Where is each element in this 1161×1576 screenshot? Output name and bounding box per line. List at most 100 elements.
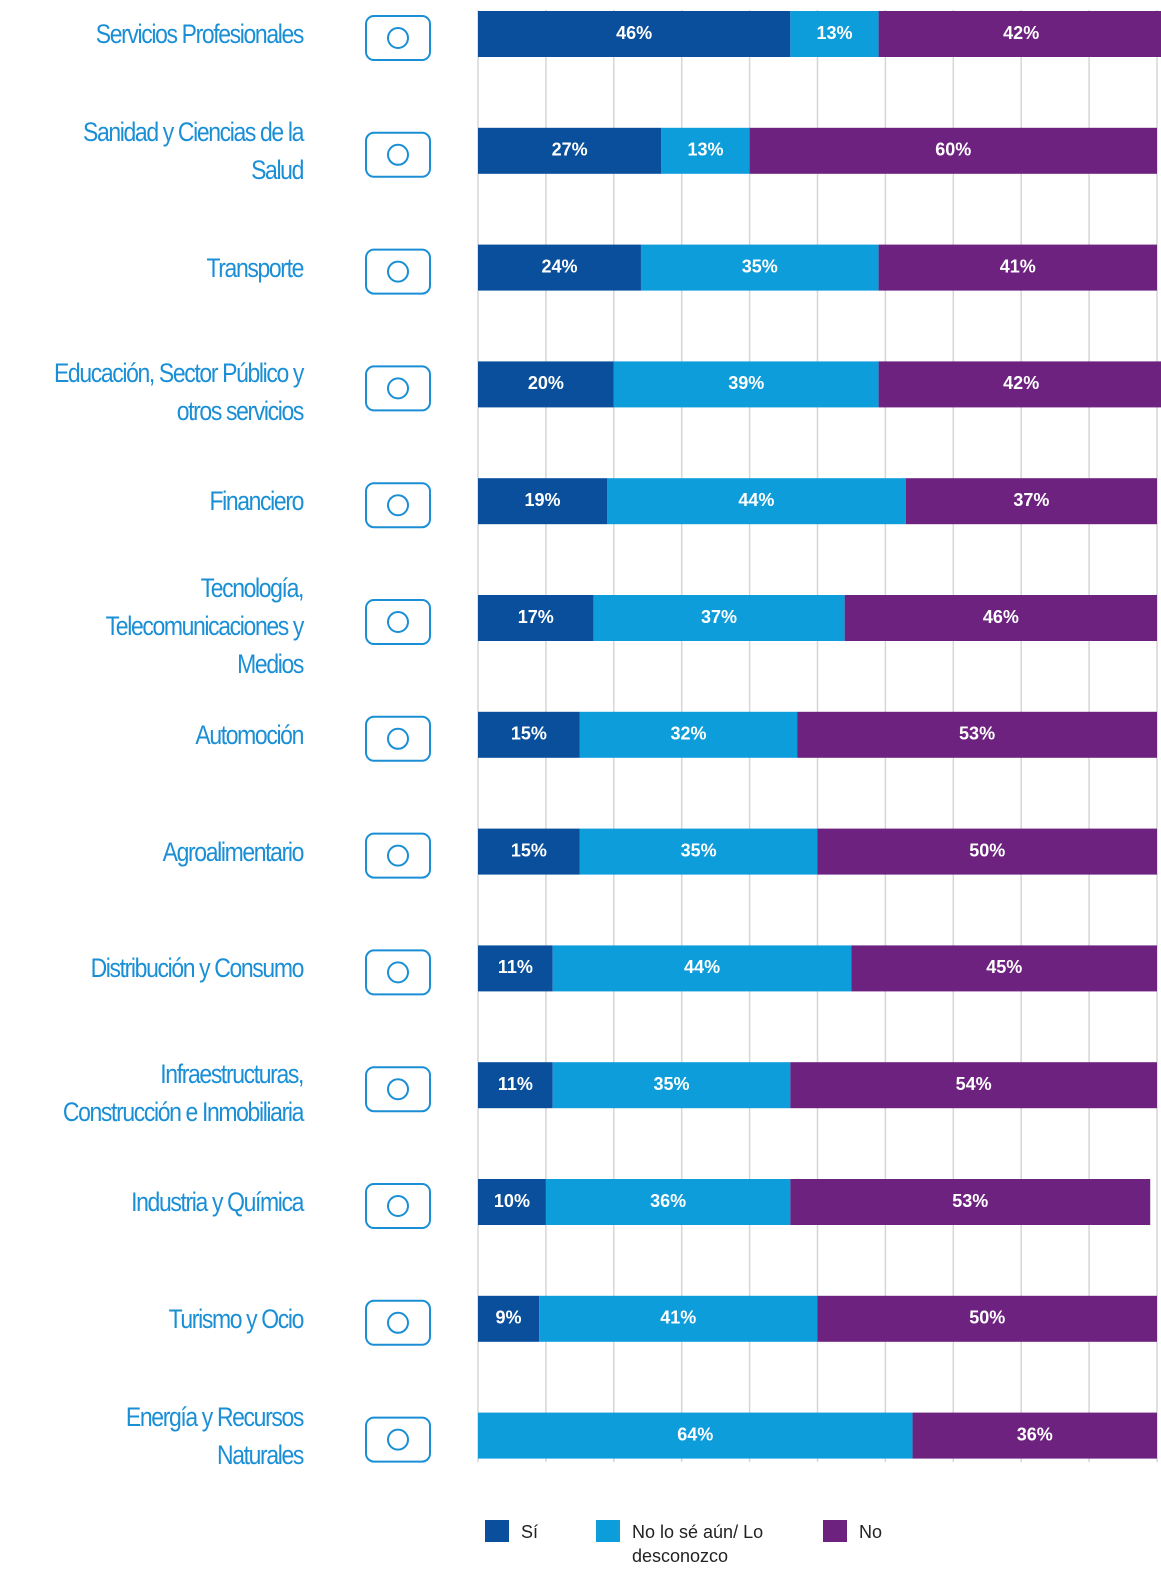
data-label: 36% [650,1191,686,1211]
data-label: 11% [498,957,533,977]
icon-shape [365,482,431,529]
data-label: 20% [528,373,564,393]
icon-shape [365,1183,431,1229]
icon [365,599,431,645]
bar-segment [478,244,641,291]
bar-segment [661,127,750,174]
bar-segment [478,361,614,408]
data-label: 17% [518,607,554,627]
bar-segment [478,595,594,641]
icon [365,15,431,61]
category-label: Servicios Profesionales [95,19,305,49]
data-label: 37% [1013,490,1049,510]
bar-segment [478,11,791,57]
legend-swatch [596,1520,620,1542]
bar-segment [478,127,662,174]
icon-shape [387,611,409,633]
category-label: Distribución y Consumo [90,953,305,984]
bar-segment [790,1062,1157,1109]
data-label: 11% [498,1074,533,1094]
data-label: 64% [677,1424,713,1444]
data-label: 41% [1000,256,1036,276]
data-label: 46% [983,607,1019,627]
data-label: 46% [616,23,652,43]
data-label: 44% [738,490,774,510]
bar-segment [613,361,879,408]
legend-item: No [823,1520,882,1544]
legend-label: Sí [521,1522,539,1542]
category-label: Infraestructuras, Construcción e Inmobil… [62,1059,304,1128]
bar-segment [552,1062,791,1109]
data-label: 60% [935,140,971,160]
icon [365,1066,431,1113]
data-label: 42% [1003,23,1039,43]
category-label: Automoción [195,719,304,750]
icon-shape [387,27,409,49]
data-label: 32% [670,724,706,744]
icon [365,482,431,529]
icon [365,1299,431,1346]
category-label: Sanidad y Ciencias de la Salud [83,116,304,185]
icon-shape [387,377,409,400]
bar-segment [607,478,906,525]
bar-segment [579,711,798,758]
icon-shape [365,365,431,412]
icon-shape [365,15,431,61]
legend-swatch [485,1520,509,1542]
data-label: 53% [959,724,995,744]
bar-segment [593,595,845,641]
bar-segment [478,1412,913,1459]
bar-segment [844,595,1157,641]
bar-segment [478,1295,540,1342]
legend-label: No [859,1522,883,1542]
icon-shape [365,1299,431,1346]
category-label: Financiero [209,486,304,517]
data-label: 24% [541,256,577,276]
bar-segment [912,1412,1157,1459]
data-label: 35% [653,1074,689,1094]
icon-shape [365,832,431,879]
bar-segment [878,11,1161,57]
category-label: Agroalimentario [162,836,305,867]
bar-segment [478,945,553,992]
icon-shape [365,599,431,645]
bar-segment [478,478,608,525]
data-label: 19% [524,490,560,510]
icon-shape [387,1311,409,1334]
data-label: 35% [742,256,778,276]
bar-segment [478,1179,546,1225]
icon-shape [365,1066,431,1113]
data-label: 50% [969,840,1005,860]
icon [365,131,431,178]
icon-shape [387,260,409,283]
bar-segment [905,478,1157,525]
category-label: Turismo y Ocio [168,1303,305,1334]
icon-shape [365,131,431,178]
icon [365,248,431,295]
icon-shape [387,143,409,166]
bar-segment [817,1295,1157,1342]
bar-segment [878,361,1161,408]
data-label: 54% [956,1074,992,1094]
data-label: 15% [511,724,547,744]
legend-swatch [823,1520,847,1542]
icon-shape [387,494,409,517]
bar-segment [790,1179,1151,1225]
icon-shape [387,961,409,984]
bar-segment [790,11,879,57]
bar-segment [579,828,818,875]
data-label: 39% [728,373,764,393]
bar-segment [478,828,580,875]
icon-shape [365,949,431,996]
legend-item: No lo sé aún/ Lo desconozco [596,1520,767,1568]
icon [365,949,431,996]
icon-shape [387,1428,409,1451]
legend-item: Sí [485,1520,538,1544]
data-label: 10% [494,1191,530,1211]
icon [365,832,431,879]
icon-shape [387,727,409,750]
data-label: 27% [552,140,588,160]
legend-label: No lo sé aún/ Lo desconozco [632,1522,764,1566]
bar-segment [817,828,1157,875]
